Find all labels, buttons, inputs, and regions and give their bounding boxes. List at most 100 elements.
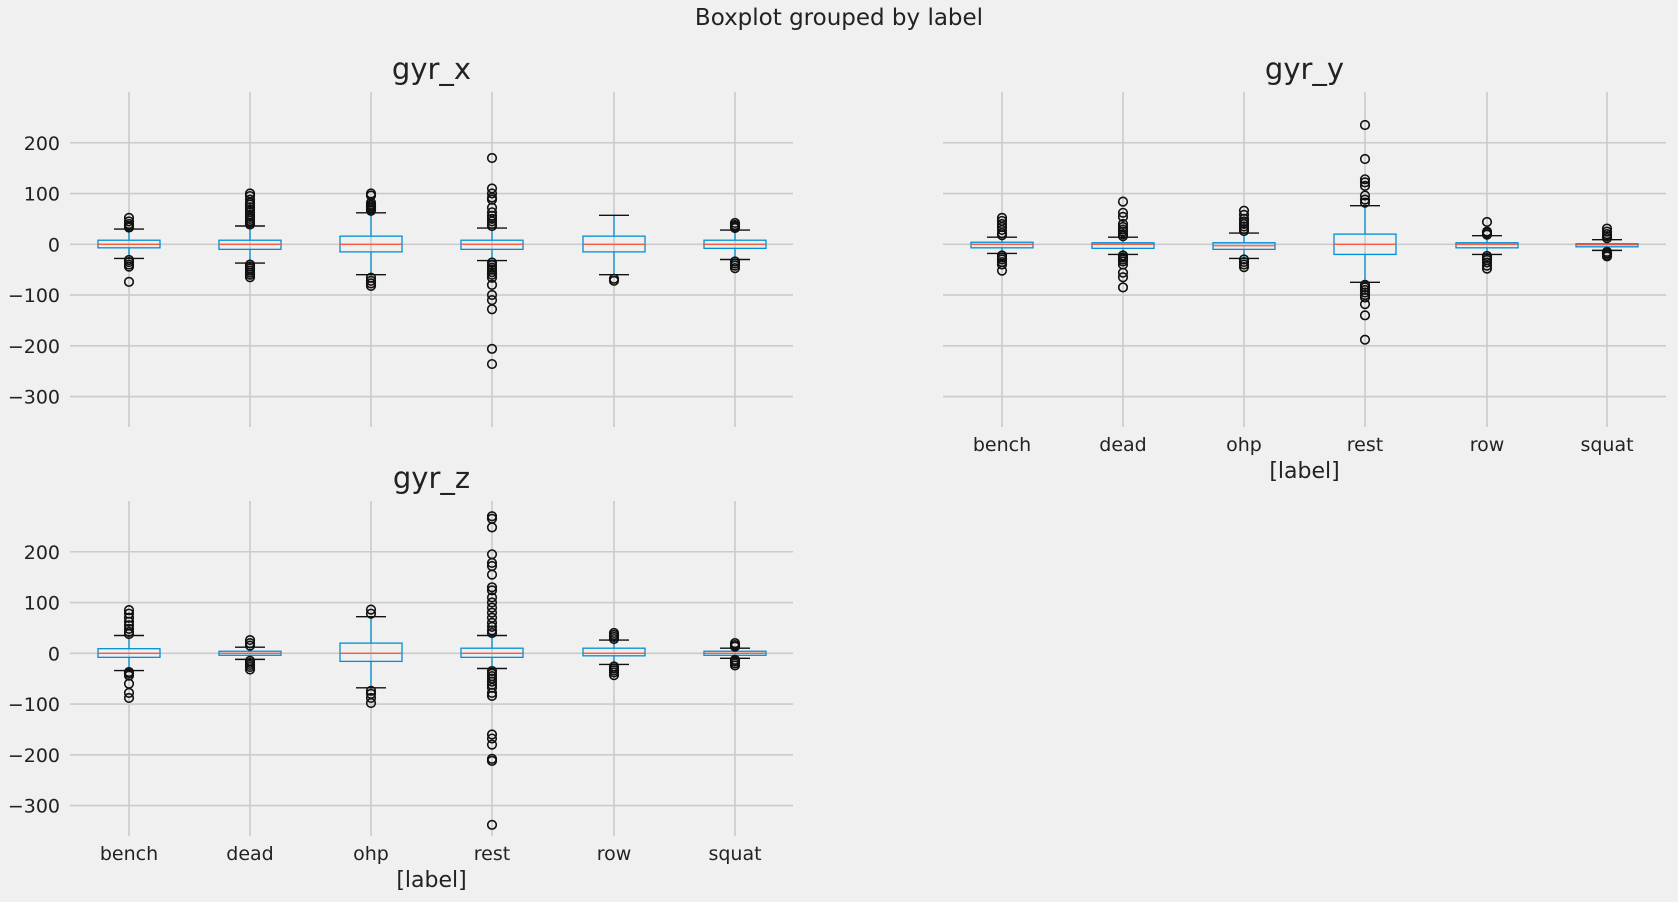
outlier-point bbox=[486, 569, 498, 580]
outlier-point bbox=[1117, 282, 1129, 293]
y-tick-label: −300 bbox=[8, 796, 60, 818]
outlier-point bbox=[486, 522, 498, 533]
panel-title: gyr_y bbox=[1265, 52, 1344, 86]
outlier-point bbox=[486, 557, 498, 569]
outlier-point bbox=[1601, 223, 1613, 234]
outlier-point bbox=[486, 592, 498, 603]
outlier-point bbox=[729, 263, 741, 274]
outlier-point bbox=[244, 272, 256, 283]
outlier-point bbox=[486, 220, 498, 232]
outlier-point bbox=[1117, 256, 1129, 267]
x-tick-label: row bbox=[1470, 434, 1505, 456]
x-tick-label: rest bbox=[1347, 434, 1383, 456]
outlier-point bbox=[1238, 225, 1250, 237]
outlier-point bbox=[729, 641, 741, 652]
outlier-point bbox=[996, 265, 1008, 276]
outlier-point bbox=[1359, 177, 1371, 188]
outlier-point bbox=[1359, 194, 1371, 205]
outlier-point bbox=[1481, 260, 1493, 271]
outlier-point bbox=[1359, 119, 1371, 131]
outlier-point bbox=[486, 582, 498, 593]
outlier-point bbox=[608, 669, 620, 681]
outlier-point bbox=[486, 279, 498, 290]
outlier-point bbox=[123, 628, 135, 640]
y-tick-label: 0 bbox=[48, 643, 60, 665]
outlier-point bbox=[1359, 153, 1371, 165]
outlier-point bbox=[1359, 334, 1371, 345]
outlier-point bbox=[1359, 180, 1371, 192]
outlier-point bbox=[1117, 218, 1129, 230]
outlier-point bbox=[486, 358, 498, 370]
outlier-point bbox=[486, 729, 498, 740]
y-tick-label: −100 bbox=[8, 285, 60, 307]
outlier-point bbox=[729, 222, 741, 234]
outlier-point bbox=[1359, 310, 1371, 321]
outlier-point bbox=[123, 616, 135, 627]
outlier-point bbox=[365, 692, 377, 704]
outlier-point bbox=[486, 304, 498, 315]
outlier-point bbox=[1238, 262, 1250, 273]
outlier-point bbox=[123, 692, 135, 704]
outlier-point bbox=[365, 604, 377, 615]
y-tick-label: 0 bbox=[48, 234, 60, 256]
box-row bbox=[582, 647, 646, 657]
outlier-point bbox=[1359, 174, 1371, 185]
outlier-point bbox=[486, 188, 498, 199]
outlier-point bbox=[365, 205, 377, 216]
outlier-point bbox=[365, 280, 377, 291]
outlier-point bbox=[486, 755, 498, 766]
outlier-point bbox=[123, 261, 135, 272]
outlier-point bbox=[996, 259, 1008, 270]
outlier-point bbox=[1359, 299, 1371, 310]
box-dead bbox=[1091, 242, 1155, 249]
outlier-point bbox=[608, 633, 620, 645]
outlier-point bbox=[1117, 272, 1129, 283]
outlier-point bbox=[486, 627, 498, 639]
outlier-point bbox=[123, 623, 135, 635]
outlier-point bbox=[244, 664, 256, 675]
outlier-point bbox=[486, 597, 498, 608]
outlier-point bbox=[365, 608, 377, 619]
outlier-point bbox=[1481, 216, 1493, 228]
outlier-point bbox=[1117, 196, 1129, 207]
x-tick-label: squat bbox=[1580, 434, 1633, 456]
outlier-point bbox=[996, 224, 1008, 236]
outlier-point bbox=[1117, 267, 1129, 278]
panel-title: gyr_x bbox=[392, 52, 471, 86]
box-ohp bbox=[339, 642, 403, 663]
outlier-point bbox=[123, 222, 135, 233]
outlier-point bbox=[486, 617, 498, 628]
x-axis-label: [label] bbox=[1269, 459, 1339, 484]
outlier-point bbox=[1117, 231, 1129, 242]
y-tick-label: 100 bbox=[24, 593, 60, 615]
x-tick-label: bench bbox=[973, 434, 1031, 456]
outlier-point bbox=[486, 621, 498, 632]
outlier-point bbox=[1481, 229, 1493, 240]
x-axis-label: [label] bbox=[396, 868, 466, 893]
outlier-point bbox=[486, 289, 498, 301]
outlier-point bbox=[244, 194, 256, 205]
y-tick-label: −100 bbox=[8, 694, 60, 716]
outlier-point bbox=[996, 230, 1008, 241]
outlier-point bbox=[1359, 197, 1371, 208]
outlier-point bbox=[486, 343, 498, 354]
outlier-point bbox=[486, 272, 498, 283]
outlier-point bbox=[365, 685, 377, 696]
y-tick-label: 100 bbox=[24, 184, 60, 206]
outlier-point bbox=[1601, 233, 1613, 244]
outlier-point bbox=[486, 607, 498, 618]
outlier-point bbox=[123, 612, 135, 623]
outlier-point bbox=[486, 733, 498, 744]
y-tick-label: −200 bbox=[8, 336, 60, 358]
y-tick-label: 200 bbox=[24, 133, 60, 155]
outlier-point bbox=[365, 697, 377, 709]
panel-title: gyr_z bbox=[393, 461, 470, 495]
outlier-point bbox=[123, 687, 135, 698]
outlier-point bbox=[486, 739, 498, 750]
y-tick-label: −200 bbox=[8, 745, 60, 767]
outlier-point bbox=[1481, 263, 1493, 274]
x-tick-label: row bbox=[597, 843, 632, 865]
y-tick-label: −300 bbox=[8, 387, 60, 409]
x-tick-label: ohp bbox=[1226, 434, 1262, 456]
